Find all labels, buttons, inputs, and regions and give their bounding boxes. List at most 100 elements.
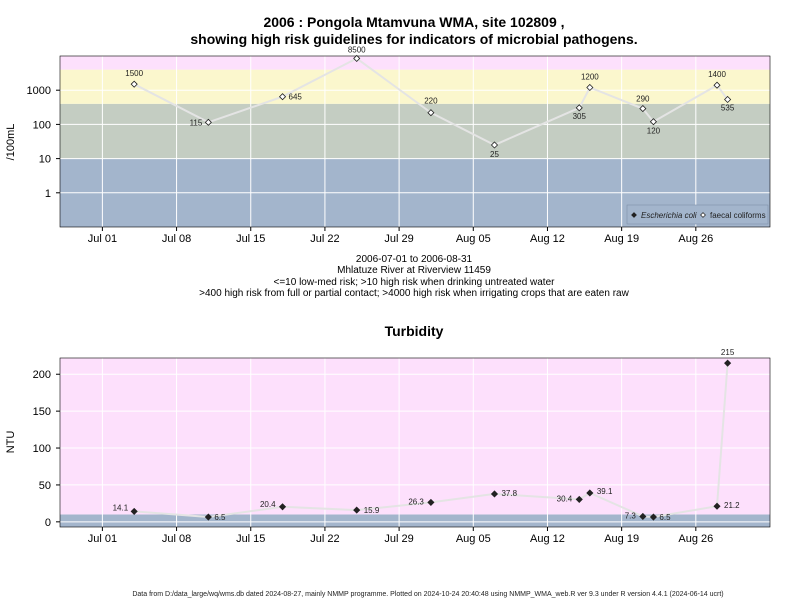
- chart2-data-label: 20.4: [260, 500, 276, 509]
- chart1-risk-band-3: [60, 56, 770, 70]
- chart2-data-label: 37.8: [501, 489, 517, 498]
- chart1-data-label: 120: [647, 127, 661, 136]
- chart2-data-point: [639, 512, 647, 521]
- chart1-data-point: [427, 109, 435, 117]
- chart1-caption-contact: >400 high risk from full or partial cont…: [199, 288, 629, 299]
- chart2-data-point: [575, 495, 583, 503]
- chart1-series-line: [133, 57, 729, 147]
- chart1-ytick-label: 10: [39, 154, 51, 166]
- chart1-xtick-label: Jul 01: [88, 233, 117, 245]
- chart1-ytick-label: 1000: [27, 85, 51, 97]
- chart1-legend-label: faecal coliforms: [710, 211, 766, 220]
- chart2-xtick-label: Jul 01: [88, 533, 117, 545]
- chart1-risk-band-1: [60, 103, 770, 159]
- chart1-data-label: 25: [490, 150, 499, 159]
- chart2-ytick-label: 150: [33, 406, 51, 418]
- chart2-data-label: 6.5: [214, 513, 226, 522]
- chart2-xtick-label: Jul 15: [236, 533, 265, 545]
- chart1-data-point: [586, 83, 594, 92]
- chart2-data-point: [204, 513, 212, 521]
- chart1-xtick-label: Aug 19: [604, 233, 639, 245]
- chart1-xtick-label: Jul 15: [236, 233, 265, 245]
- chart2-data-label: 15.9: [364, 506, 380, 515]
- chart1-data-point: [130, 80, 138, 88]
- chart1-legend: Escherichia coli faecal coliforms: [626, 204, 769, 225]
- chart1-caption-drinking: <=10 low-med risk; >10 high risk when dr…: [274, 277, 556, 288]
- chart1-title: 2006 : Pongola Mtamvuna WMA, site 102809…: [263, 14, 564, 30]
- chart2-data-point: [353, 506, 361, 514]
- chart1-xtick-label: Aug 05: [456, 233, 491, 245]
- chart1-data-label: 1200: [581, 72, 599, 81]
- chart1-legend-marker: [631, 212, 637, 218]
- chart2-data-point: [713, 502, 721, 510]
- chart1-legend-box: [626, 204, 769, 225]
- chart1-data-point: [713, 81, 721, 89]
- chart2-data-point: [130, 507, 138, 515]
- chart1-data-label: 535: [721, 103, 735, 112]
- chart2-xtick-label: Aug 26: [678, 533, 713, 545]
- chart1-data-point: [204, 118, 212, 126]
- chart2-xtick-label: Aug 12: [530, 533, 565, 545]
- chart2-data-point: [649, 513, 657, 521]
- chart1-data-point: [278, 93, 287, 101]
- chart1-subtitle: showing high risk guidelines for indicat…: [190, 31, 637, 47]
- chart1-ytick-label: 1: [45, 188, 51, 200]
- chart2-ylabel: NTU: [5, 431, 17, 454]
- chart2-plot-frame: [59, 357, 771, 528]
- chart1-xtick-label: Aug 12: [530, 233, 565, 245]
- chart2-data-label: 14.1: [113, 503, 129, 512]
- chart1-data-label: 1500: [125, 69, 143, 78]
- chart2-ytick-label: 50: [39, 480, 51, 492]
- chart2-risk-band-0: [60, 514, 770, 527]
- chart2-data-label: 7.3: [625, 511, 637, 520]
- chart2-xtick-label: Jul 08: [162, 533, 191, 545]
- chart2-risk-band-1: [60, 358, 770, 515]
- chart1-xtick-label: Aug 26: [678, 233, 713, 245]
- chart1-xtick-label: Jul 29: [384, 233, 413, 245]
- chart1-data-point: [353, 54, 361, 62]
- chart2-data-label: 30.4: [557, 494, 573, 503]
- chart1-data-point: [639, 105, 647, 113]
- chart1-plot-frame: [59, 55, 771, 228]
- chart1-data-label: 645: [289, 93, 303, 102]
- chart1-data-point: [724, 95, 732, 104]
- chart2-data-label: 21.2: [724, 501, 740, 510]
- chart1-data-label: 290: [636, 95, 650, 104]
- chart2-xtick-label: Aug 05: [456, 533, 491, 545]
- chart2-xtick-label: Jul 29: [384, 533, 413, 545]
- chart2-series-line: [134, 363, 729, 519]
- chart2-data-point: [427, 498, 435, 506]
- chart1-ylabel: /100mL: [5, 124, 17, 161]
- chart1-xtick-label: Jul 22: [310, 233, 339, 245]
- chart2-ytick-label: 100: [33, 443, 51, 455]
- chart1-data-label: 305: [573, 112, 587, 121]
- chart1-data-point: [649, 118, 657, 126]
- chart2-ytick-label: 200: [33, 369, 51, 381]
- chart1-data-label: 8500: [348, 45, 366, 54]
- chart1-caption-dates: 2006-07-01 to 2006-08-31: [356, 254, 473, 265]
- chart1-data-label: 115: [190, 118, 203, 127]
- chart2-data-label: 215: [721, 348, 735, 357]
- chart1-legend-label: Escherichia coli: [641, 211, 697, 220]
- chart1-risk-band-2: [60, 69, 770, 104]
- chart2-data-label: 6.5: [659, 513, 671, 522]
- chart1-caption-site: Mhlatuze River at Riverview 11459: [337, 265, 491, 276]
- chart2-data-point: [724, 359, 732, 367]
- footer-note: Data from D:/data_large/wq/wms.db dated …: [132, 591, 723, 598]
- chart1-data-point: [575, 104, 583, 112]
- chart2-data-point: [490, 490, 499, 498]
- chart2-data-point: [278, 503, 287, 511]
- chart2-data-label: 26.3: [408, 497, 424, 506]
- chart2-ytick-label: 0: [45, 517, 51, 529]
- chart2-xtick-label: Jul 22: [310, 533, 339, 545]
- chart1-legend-marker: [700, 212, 706, 218]
- chart1-ytick-label: 100: [33, 119, 51, 131]
- chart2-data-label: 39.1: [597, 487, 613, 496]
- chart1-data-label: 220: [424, 97, 438, 106]
- chart1-data-label: 1400: [708, 70, 726, 79]
- chart1-xtick-label: Jul 08: [162, 233, 191, 245]
- chart2-xtick-label: Aug 19: [604, 533, 639, 545]
- chart2-data-point: [586, 489, 594, 497]
